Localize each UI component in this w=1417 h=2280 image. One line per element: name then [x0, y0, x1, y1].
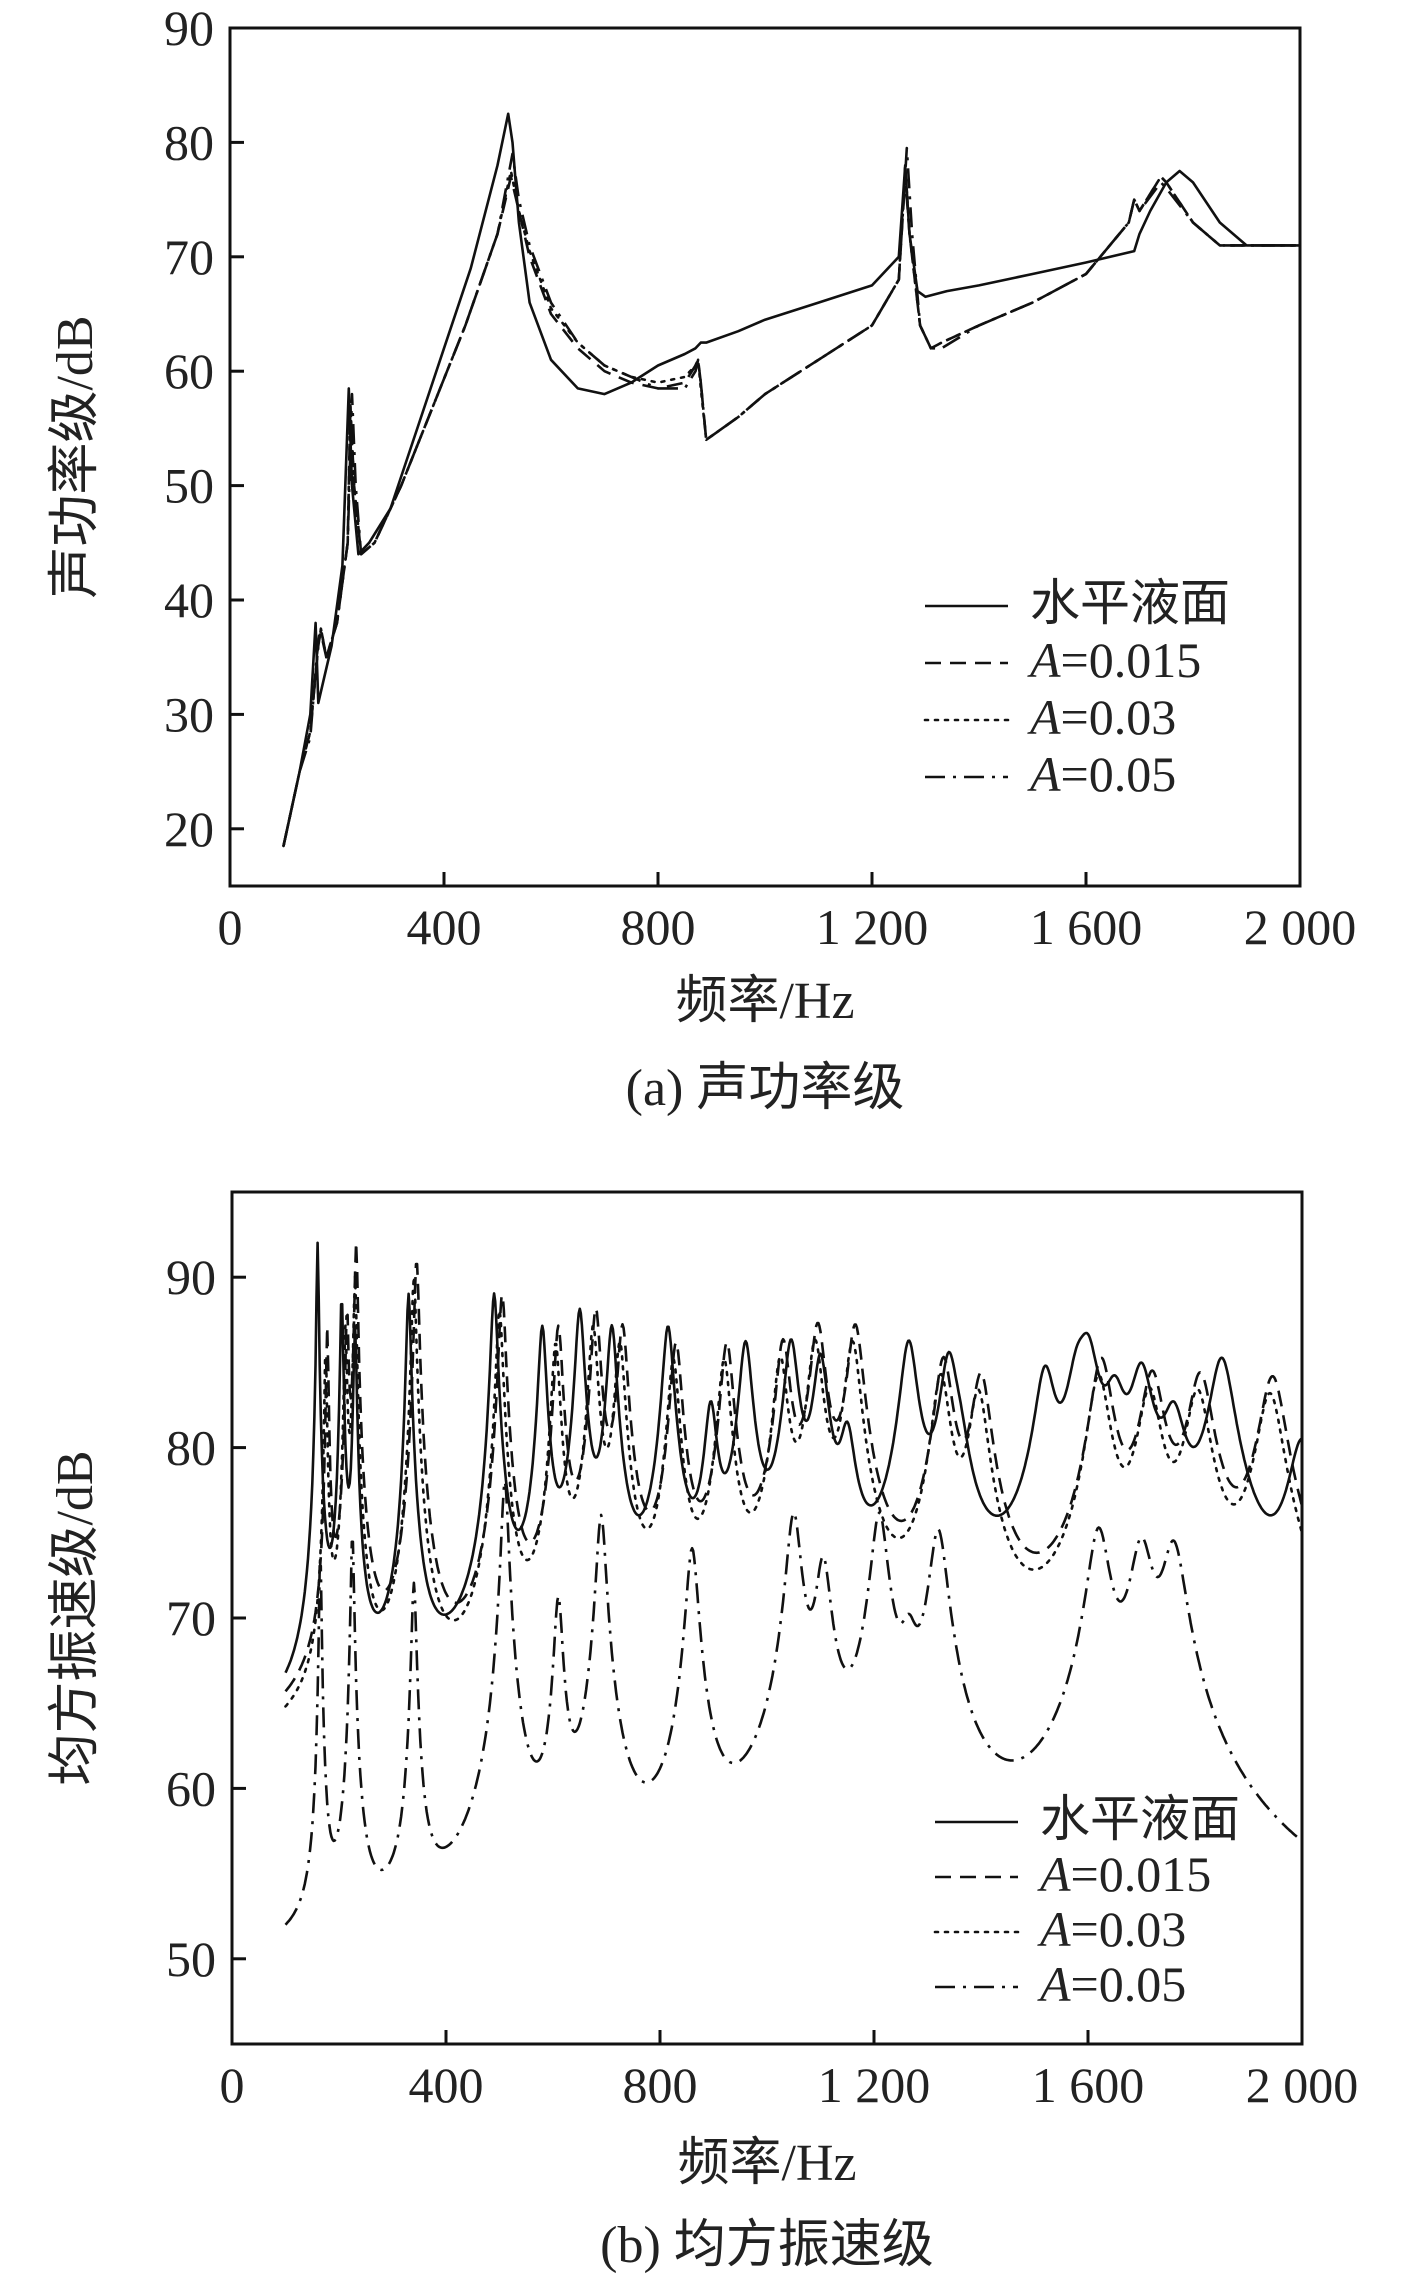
legend-label: A=0.03 — [1037, 1901, 1186, 1957]
x-tick-label: 2 000 — [1246, 2057, 1359, 2113]
series-b — [284, 1240, 1302, 1926]
y-tick-label: 40 — [164, 572, 214, 628]
x-tick-label: 0 — [218, 899, 243, 955]
x-tick-label: 800 — [621, 899, 696, 955]
x-tick-label: 800 — [623, 2057, 698, 2113]
y-tick-label: 50 — [164, 458, 214, 514]
y-tick-label: 50 — [166, 1931, 216, 1987]
series-line-dashed — [284, 1240, 1302, 1693]
y-tick-label: 60 — [164, 343, 214, 399]
x-tick-label: 1 200 — [818, 2057, 931, 2113]
legend-label: A=0.015 — [1027, 632, 1201, 688]
x-tick-label: 1 600 — [1032, 2057, 1145, 2113]
caption-a: (a) 声功率级 — [626, 1060, 905, 1117]
y-tick-label: 80 — [166, 1420, 216, 1476]
y-tick-label: 70 — [166, 1590, 216, 1646]
plot-frame-a — [228, 26, 1302, 888]
ticks-a: 0 400 800 1 200 1 600 2 000 20 30 40 50 60 70 80 90 — [164, 0, 1356, 955]
x-tick-label: 2 000 — [1244, 899, 1357, 955]
series-line-dotted — [284, 1274, 1302, 1708]
legend-label: A=0.05 — [1027, 746, 1176, 802]
series-line-dashdot — [282, 146, 1300, 847]
series-a — [282, 112, 1300, 848]
legend-label: 水平液面 — [1030, 575, 1230, 631]
legend-label: A=0.03 — [1027, 689, 1176, 745]
caption-b: (b) 均方振速级 — [600, 2217, 934, 2274]
y-tick-label: 80 — [164, 114, 214, 170]
y-axis-title-b: 均方振速级/dB — [47, 1450, 104, 1785]
x-tick-label: 1 200 — [816, 899, 929, 955]
y-tick-label: 90 — [166, 1249, 216, 1305]
x-tick-label: 1 600 — [1030, 899, 1143, 955]
x-tick-label: 400 — [409, 2057, 484, 2113]
y-axis-title-a: 声功率级/dB — [47, 315, 104, 598]
y-tick-label: 70 — [164, 229, 214, 285]
y-tick-label: 90 — [164, 0, 214, 56]
x-axis-title-a: 频率/Hz — [675, 973, 854, 1030]
series-line-solid — [284, 1241, 1302, 1674]
legend-label: 水平液面 — [1040, 1791, 1240, 1847]
y-tick-label: 20 — [164, 801, 214, 857]
x-tick-label: 400 — [407, 899, 482, 955]
y-tick-label: 30 — [164, 686, 214, 742]
ticks-b: 0 400 800 1 200 1 600 2 000 50 60 70 80 90 — [166, 1249, 1358, 2113]
x-axis-title-b: 频率/Hz — [677, 2135, 856, 2192]
series-line-dashdot — [284, 1480, 1302, 1926]
y-tick-label: 60 — [166, 1760, 216, 1816]
panel-a: 0 400 800 1 200 1 600 2 000 20 30 40 50 60 70 80 90 水… — [47, 0, 1356, 1117]
x-tick-label: 0 — [220, 2057, 245, 2113]
legend-label: A=0.015 — [1037, 1846, 1211, 1902]
legend-label: A=0.05 — [1037, 1956, 1186, 2012]
